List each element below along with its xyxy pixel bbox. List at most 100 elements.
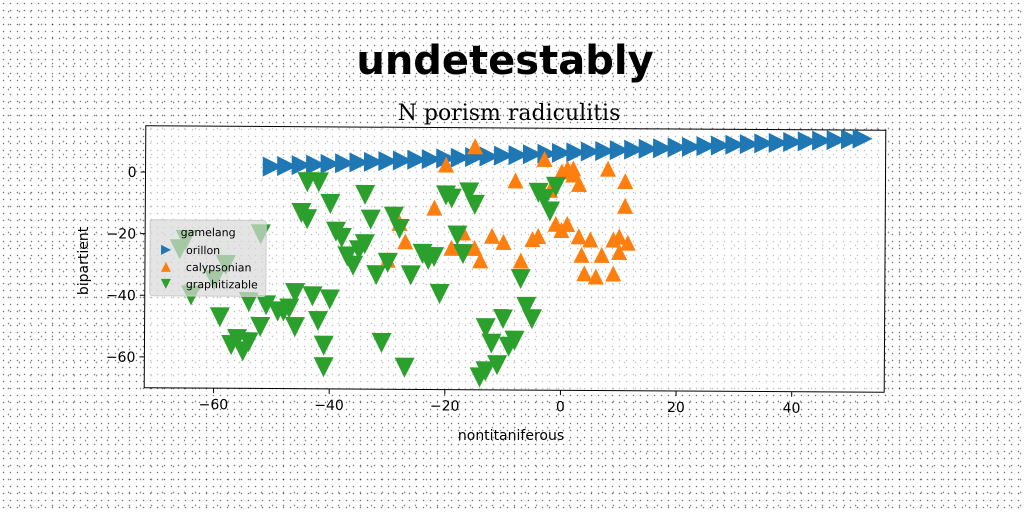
graphitizable-point	[389, 218, 410, 240]
graphitizable-point	[504, 330, 525, 351]
graphitizable-point	[441, 188, 462, 209]
y-tick-label: 0	[128, 165, 137, 181]
graphitizable-point	[424, 246, 445, 268]
axis-ticks: −60 −40 −20 0 20 40 −60 −40 −20 0	[106, 165, 801, 417]
x-axis-label: nontitaniferous	[458, 428, 564, 444]
graphitizable-point	[343, 255, 364, 276]
calypsonian-point	[573, 246, 590, 263]
chart-suptitle: undetestably	[356, 38, 653, 84]
graphitizable-point	[250, 316, 271, 337]
orillon-point	[522, 144, 543, 165]
calypsonian-point	[512, 252, 529, 269]
calypsonian-point	[571, 175, 588, 192]
graphitizable-point	[238, 292, 259, 313]
calypsonian-point	[507, 172, 524, 189]
orillon-point	[349, 152, 370, 173]
orillon-point	[508, 145, 529, 166]
legend-marker-graphitizable	[160, 278, 171, 289]
orillon-point	[638, 138, 659, 159]
calypsonian-point	[438, 156, 455, 173]
calypsonian-point	[483, 227, 500, 244]
graphitizable-point	[313, 357, 334, 378]
graphitizable-point	[516, 296, 537, 317]
orillon-point	[262, 156, 283, 177]
graphitizable-point	[313, 335, 334, 356]
calypsonian-point	[582, 231, 599, 248]
legend-label-orillon: orillon	[186, 244, 220, 257]
graphitizable-point	[331, 227, 352, 248]
calypsonian-point	[443, 239, 460, 256]
graphitizable-point	[366, 265, 387, 286]
orillon-point	[595, 140, 616, 161]
legend-marker-orillon	[161, 244, 172, 255]
orillon-point	[681, 136, 702, 157]
calypsonian-point	[611, 228, 628, 245]
calypsonian-point	[495, 233, 512, 250]
plot-area	[143, 125, 887, 393]
orillon-point	[797, 131, 818, 152]
calypsonian-point	[397, 233, 414, 250]
graphitizable-point	[487, 355, 508, 376]
calypsonian-point	[472, 252, 489, 269]
calypsonian-point	[611, 243, 628, 260]
orillon-point	[609, 140, 630, 161]
graphitizable-point	[475, 361, 496, 382]
calypsonian-point	[605, 265, 622, 282]
orillon-point	[754, 133, 775, 154]
orillon-point	[363, 151, 384, 172]
graphitizable-point	[319, 289, 340, 310]
graphitizable-point	[297, 209, 318, 230]
graphitizable-point	[493, 308, 514, 330]
orillon-point	[624, 139, 645, 160]
orillon-point	[450, 147, 471, 168]
graphitizable-point	[308, 310, 329, 332]
orillon-point	[653, 138, 674, 159]
graphitizable-point	[371, 332, 392, 353]
orillon-point	[710, 135, 731, 156]
graphitizable-point	[377, 252, 398, 273]
x-tick-label: −60	[199, 397, 229, 413]
orillon-point	[667, 137, 688, 158]
graphitizable-point	[459, 182, 480, 203]
orillon-point	[768, 132, 789, 153]
calypsonian-point	[617, 197, 634, 214]
graphitizable-point	[475, 318, 496, 339]
graphitizable-point	[308, 172, 329, 193]
calypsonian-point	[426, 199, 443, 216]
orillon-point	[852, 128, 873, 149]
orillon-point	[421, 149, 442, 170]
graphitizable-point	[320, 193, 341, 214]
orillon-point	[479, 146, 500, 167]
graphitizable-point	[360, 209, 381, 230]
graphitizable-point	[354, 234, 375, 255]
calypsonian-point	[530, 228, 547, 245]
graphitizable-point	[355, 184, 376, 205]
orillon-point	[696, 136, 717, 157]
graphitizable-point	[238, 332, 259, 353]
calypsonian-point	[600, 160, 617, 177]
calypsonian-point	[619, 234, 636, 251]
graphitizable-point	[284, 317, 305, 338]
orillon-point	[306, 154, 327, 175]
calypsonian-point	[565, 160, 582, 177]
orillon-point	[725, 134, 746, 155]
orillon-point	[580, 141, 601, 162]
x-tick-label: −20	[430, 398, 460, 414]
orillon-point	[840, 129, 862, 150]
graphitizable-point	[447, 225, 468, 246]
graphitizable-point	[464, 194, 485, 215]
graphitizable-point	[302, 286, 323, 307]
calypsonian-point	[576, 265, 593, 282]
graphitizable-point	[400, 265, 421, 286]
legend-label-calypsonian: calypsonian	[186, 261, 252, 274]
orillon-point	[407, 149, 428, 170]
calypsonian-point	[466, 239, 483, 257]
graphitizable-point	[534, 189, 555, 210]
graphitizable-point	[521, 309, 542, 330]
chart-title: N porism radiculitis	[398, 101, 621, 126]
legend-box	[149, 219, 267, 297]
x-tick-label: 0	[556, 399, 565, 415]
orillon-point	[493, 145, 515, 166]
graphitizable-point	[394, 357, 415, 378]
